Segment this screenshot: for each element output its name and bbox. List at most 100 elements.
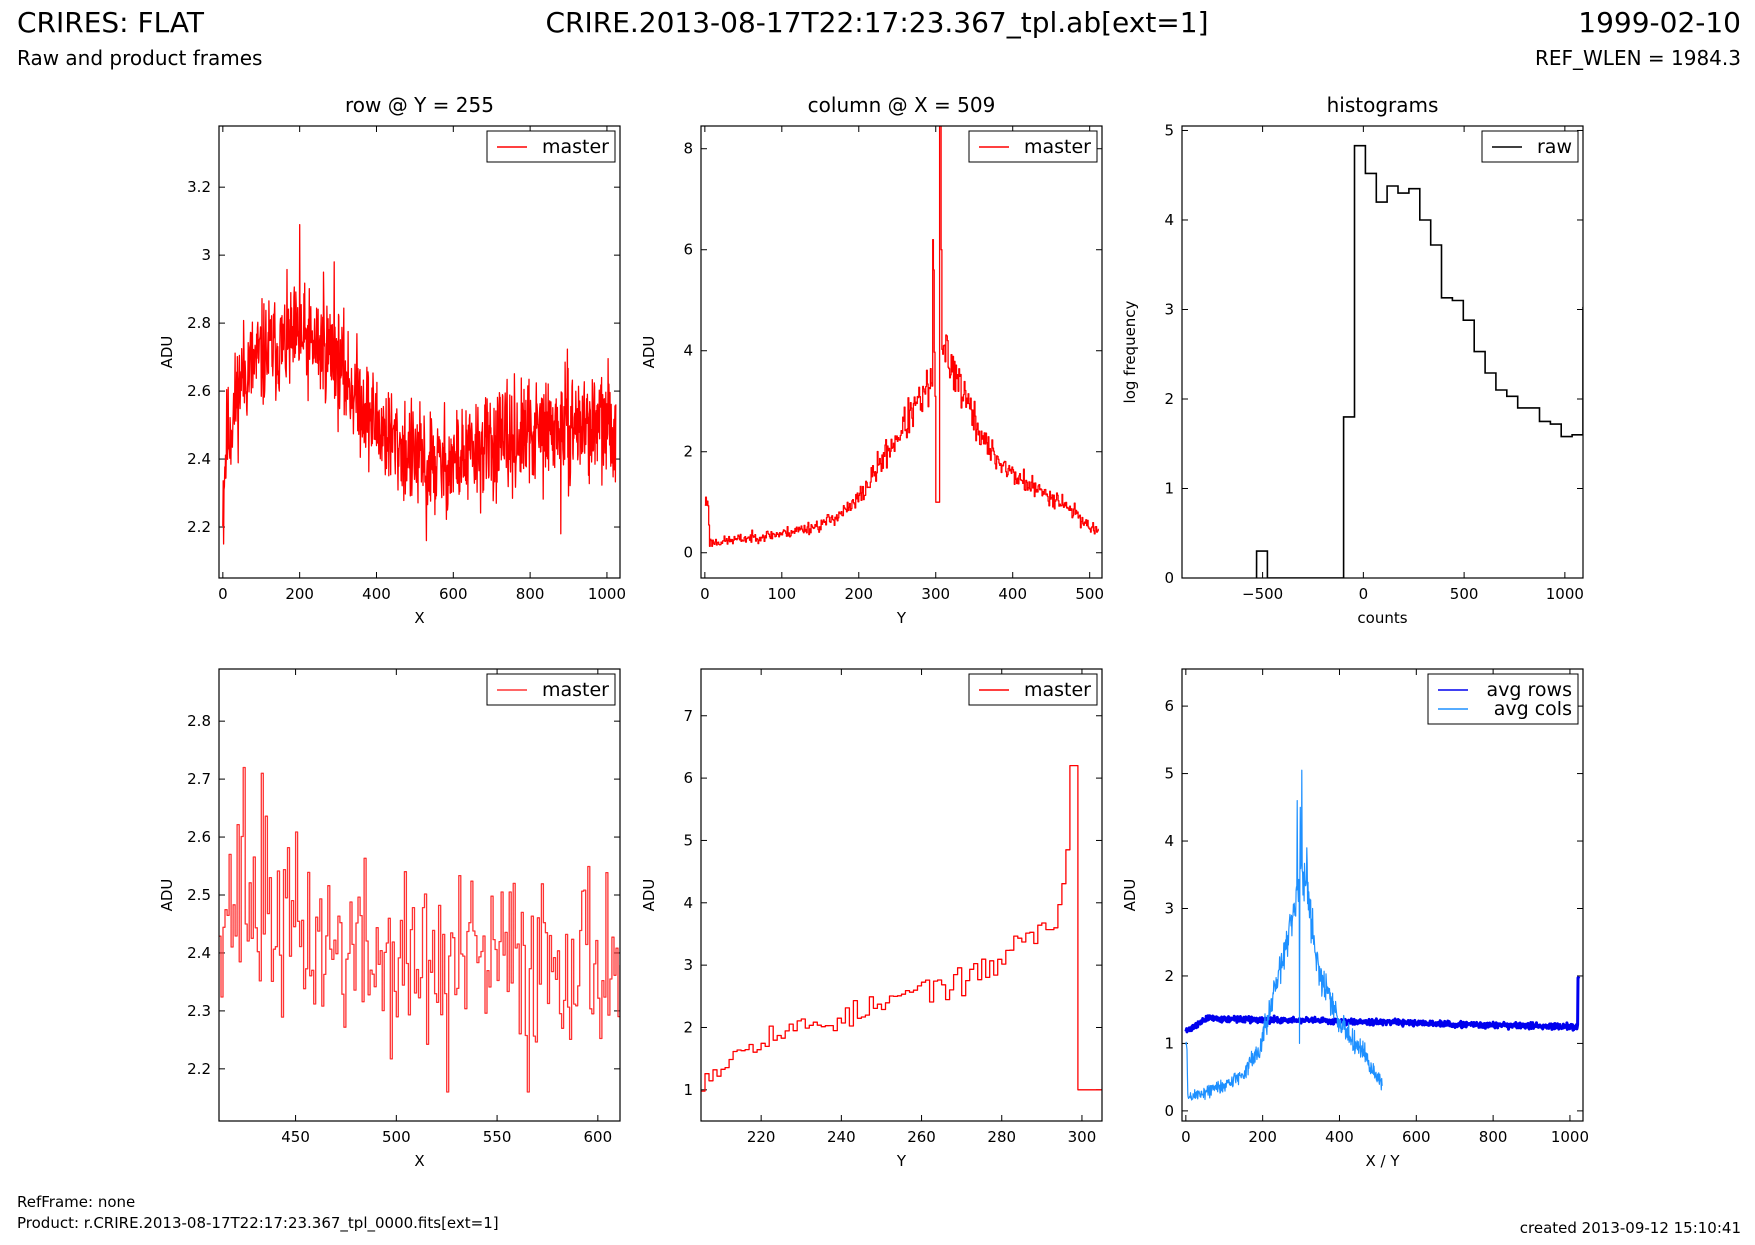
legend: raw <box>1481 130 1579 163</box>
y-axis-label: ADU <box>158 336 176 369</box>
x-tick-label: 800 <box>1479 1128 1508 1146</box>
chart-title: column @ X = 509 <box>808 93 996 117</box>
x-axis-label: counts <box>1357 609 1407 627</box>
series-master <box>704 126 1099 547</box>
x-tick-label: 450 <box>281 1128 310 1146</box>
x-tick-label: 240 <box>827 1128 856 1146</box>
chart-row-zoom: X ADU 450 500 550 600 2.2 2.3 2.4 2.5 2.6 2.7 2.8 mas… <box>158 668 621 1170</box>
y-tick-label: 6 <box>683 769 693 787</box>
x-tick-label: 600 <box>1402 1128 1431 1146</box>
legend: master <box>968 130 1098 163</box>
legend-label: master <box>1024 136 1091 158</box>
series-master <box>222 223 617 545</box>
legend-box <box>1427 673 1579 725</box>
x-tick-label: 0 <box>1359 585 1369 603</box>
y-axis-label: ADU <box>1121 879 1139 912</box>
chart-row: row @ Y = 255 X ADU 0 200 400 600 800 1000 2.2 2.4… <box>158 93 626 627</box>
x-tick-label: 300 <box>1068 1128 1097 1146</box>
x-tick-label: 0 <box>1181 1128 1191 1146</box>
legend-label: master <box>1024 679 1091 701</box>
y-tick-label: 4 <box>683 894 693 912</box>
created-timestamp: created 2013-09-12 15:10:41 <box>1519 1219 1741 1237</box>
chart-title: row @ Y = 255 <box>345 93 494 117</box>
plot-frame <box>700 668 1103 1122</box>
plot-frame <box>218 668 621 1122</box>
x-tick-label: 500 <box>382 1128 411 1146</box>
x-tick-label: 1000 <box>1551 1128 1589 1146</box>
y-tick-label: 2.4 <box>187 450 211 468</box>
y-tick-label: 6 <box>1164 697 1174 715</box>
x-tick-label: 400 <box>1325 1128 1354 1146</box>
date-title: 1999-02-10 <box>1578 6 1741 39</box>
y-tick-label: 2.7 <box>187 770 211 788</box>
legend-label: avg rows <box>1487 679 1572 701</box>
y-tick-label: 2.5 <box>187 886 211 904</box>
x-tick-label: 220 <box>747 1128 776 1146</box>
x-tick-label: 800 <box>516 585 545 603</box>
y-tick-label: 0 <box>1164 569 1174 587</box>
plot-frame <box>700 125 1103 579</box>
x-axis-label: Y <box>896 609 907 627</box>
y-tick-label: 1 <box>1164 1034 1174 1052</box>
x-axis-label: Y <box>896 1152 907 1170</box>
y-tick-label: 3.2 <box>187 178 211 196</box>
x-tick-label: 400 <box>998 585 1027 603</box>
legend-label: avg cols <box>1494 698 1572 720</box>
legend-label: raw <box>1537 136 1572 158</box>
x-tick-label: 100 <box>767 585 796 603</box>
x-tick-label: 280 <box>987 1128 1016 1146</box>
x-tick-label: 200 <box>844 585 873 603</box>
chart-averages: X / Y ADU 0 200 400 600 800 1000 0 1 2 3 4 5 6 avg rows… <box>1121 668 1589 1170</box>
y-tick-label: 2 <box>683 443 693 461</box>
y-tick-label: 5 <box>1164 121 1174 139</box>
series-master <box>219 766 620 1093</box>
x-tick-label: 550 <box>483 1128 512 1146</box>
series-master <box>701 764 1102 1092</box>
y-tick-label: 4 <box>1164 832 1174 850</box>
chart-histograms: histograms counts log frequency −500 0 500 100… <box>1121 93 1584 627</box>
file-name-title: CRIRE.2013-08-17T22:17:23.367_tpl.ab[ext… <box>545 6 1209 39</box>
x-axis-label: X / Y <box>1365 1152 1400 1170</box>
y-tick-label: 2 <box>683 1018 693 1036</box>
x-tick-label: 600 <box>439 585 468 603</box>
y-tick-label: 2.8 <box>187 314 211 332</box>
x-tick-label: 300 <box>921 585 950 603</box>
x-tick-label: 400 <box>362 585 391 603</box>
y-tick-label: 2.4 <box>187 944 211 962</box>
y-tick-label: 4 <box>1164 211 1174 229</box>
plot-area <box>701 764 1102 1092</box>
chart-title: histograms <box>1327 93 1439 117</box>
legend-label: master <box>542 136 609 158</box>
y-tick-label: 2.2 <box>187 1060 211 1078</box>
legend: master <box>486 130 616 163</box>
ref-frame-label: RefFrame: none <box>17 1193 136 1211</box>
legend: master <box>968 673 1098 706</box>
x-tick-label: 500 <box>1075 585 1104 603</box>
y-axis-label: ADU <box>158 879 176 912</box>
plot-area <box>1255 144 1583 578</box>
plot-frame <box>1181 125 1584 579</box>
y-axis-label: ADU <box>640 336 658 369</box>
y-tick-label: 3 <box>1164 899 1174 917</box>
y-tick-label: 4 <box>683 342 693 360</box>
plot-frame <box>1181 668 1584 1122</box>
y-tick-label: 1 <box>1164 479 1174 497</box>
y-tick-label: 2 <box>1164 967 1174 985</box>
y-tick-label: 2 <box>1164 390 1174 408</box>
y-tick-label: 3 <box>1164 300 1174 318</box>
series-avg-rows <box>1184 976 1581 1034</box>
x-tick-label: 500 <box>1450 585 1479 603</box>
x-tick-label: 260 <box>907 1128 936 1146</box>
x-axis-label: X <box>414 1152 424 1170</box>
y-tick-label: 0 <box>1164 1102 1174 1120</box>
x-tick-label: 200 <box>285 585 314 603</box>
x-tick-label: 200 <box>1248 1128 1277 1146</box>
x-tick-label: 0 <box>218 585 228 603</box>
y-tick-label: 8 <box>683 140 693 158</box>
product-label: Product: r.CRIRE.2013-08-17T22:17:23.367… <box>17 1214 499 1232</box>
y-tick-label: 2.6 <box>187 382 211 400</box>
y-axis-label: log frequency <box>1121 300 1139 403</box>
y-tick-label: 0 <box>683 544 693 562</box>
